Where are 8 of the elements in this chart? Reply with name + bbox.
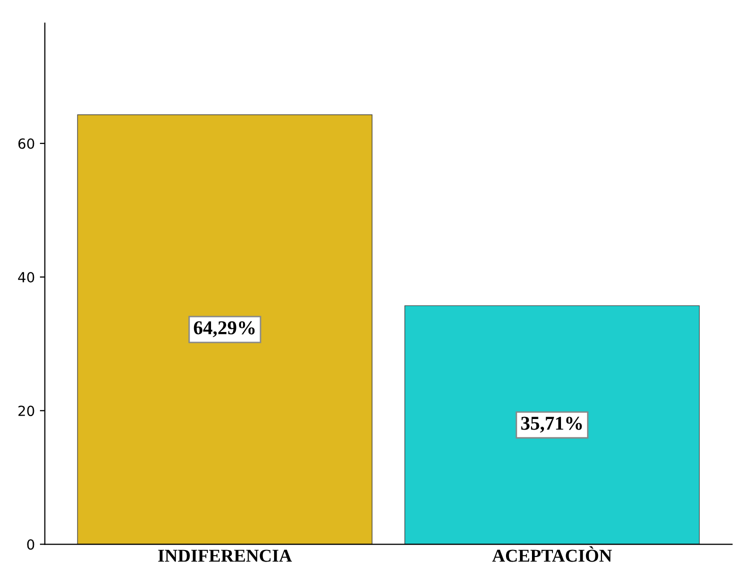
x-tick-label: INDIFERENCIA: [158, 550, 292, 562]
y-tick-label: 20: [18, 406, 34, 416]
y-tick-label: 60: [18, 138, 34, 149]
data-label: 64,29%: [194, 321, 255, 338]
data-label: 35,71%: [521, 416, 582, 433]
y-tick-label: 40: [18, 272, 34, 283]
y-tick-label: 0: [27, 539, 34, 550]
x-tick-label: ACEPTACIÒN: [492, 546, 612, 562]
